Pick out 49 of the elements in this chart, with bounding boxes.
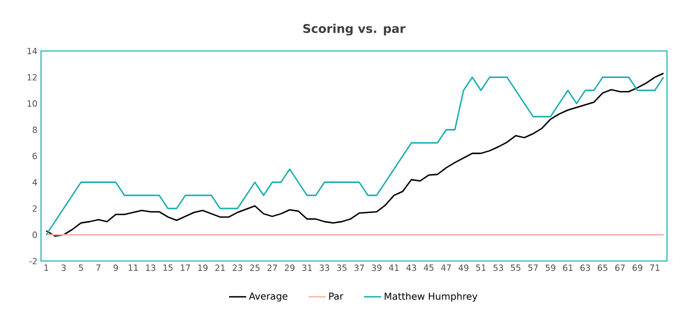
x-tick-label: 17 [180,264,190,271]
x-tick-label: 37 [354,264,364,271]
x-tick-label: 1 [44,264,48,271]
x-tick-label: 7 [96,264,100,271]
y-tick-label: 6 [32,152,37,160]
y-tick-label: 2 [32,205,37,212]
x-tick-label: 27 [267,264,277,271]
x-tick-label: 71 [650,264,660,271]
y-tick-label: 10 [28,100,37,107]
x-tick-label: 19 [198,264,208,271]
x-tick-label: 15 [163,264,173,271]
x-tick-label: 9 [114,264,118,271]
x-tick-label: 43 [406,264,416,271]
x-tick-label: 23 [232,264,242,271]
x-tick-label: 65 [598,264,608,271]
x-tick-label: 33 [320,264,330,271]
y-tick-label: 0 [32,232,37,238]
x-tick-label: 3 [62,264,66,271]
x-tick-label: 51 [476,264,486,271]
x-tick-label: 59 [546,264,556,271]
x-tick-label: 39 [372,264,382,271]
x-tick-label: 61 [563,264,573,271]
y-tick-label: 14 [28,48,37,54]
x-tick-label: 69 [632,264,642,271]
x-tick-label: 13 [146,264,156,271]
x-tick-label: 29 [284,264,294,271]
x-tick-label: 55 [510,264,520,271]
legend-label: Matthew Humphrey [384,292,478,302]
x-tick-label: 53 [494,264,504,271]
chart-title: Scoring vs. par [303,24,406,36]
y-tick-label: 8 [32,126,37,133]
x-tick-label: 21 [215,264,225,271]
x-tick-label: 63 [580,264,590,271]
x-tick-label: 57 [528,264,538,271]
x-tick-label: 31 [302,264,312,271]
x-tick-label: 25 [250,264,260,271]
y-tick-label: 4 [32,179,37,186]
x-tick-label: 49 [458,264,468,271]
x-tick-label: 11 [128,264,138,271]
x-tick-label: 67 [615,264,625,271]
legend-label: Average [248,292,288,302]
x-tick-label: 5 [78,264,83,271]
legend-label: Par [329,292,344,300]
x-tick-label: 35 [337,264,346,271]
x-tick-label: 41 [388,264,399,271]
x-tick-label: 45 [424,264,434,271]
y-tick-label: -2 [29,258,37,264]
x-tick-label: 47 [441,264,451,271]
y-tick-label: 12 [28,74,37,80]
